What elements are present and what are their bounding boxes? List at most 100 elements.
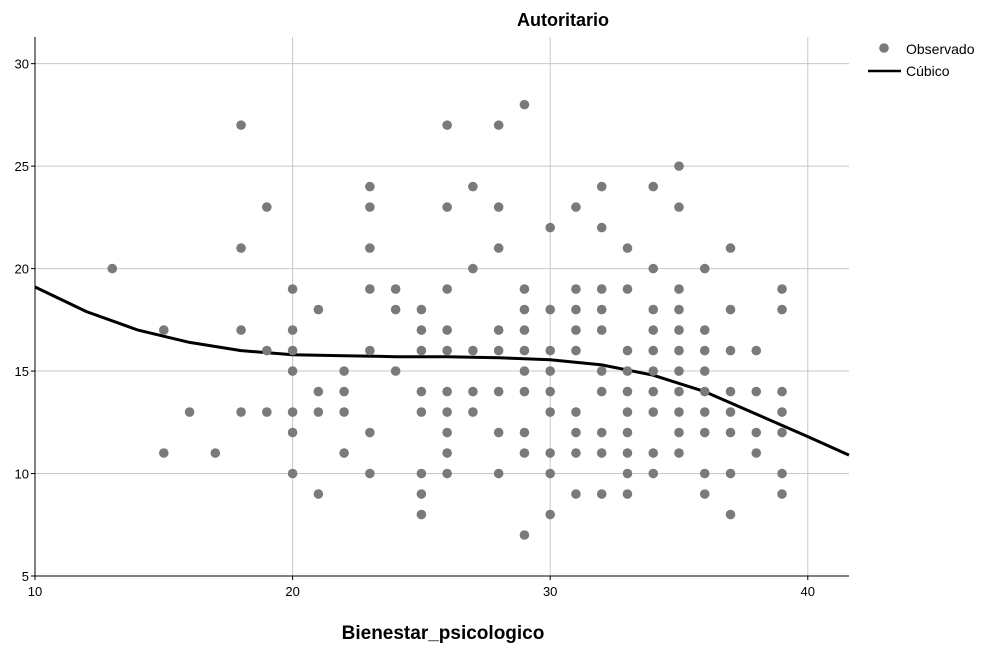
data-point (442, 427, 452, 438)
data-point (365, 468, 375, 479)
data-point (751, 427, 762, 438)
y-tick-label: 20 (15, 262, 29, 277)
fit-line-layer (34, 285, 850, 457)
legend-cubico-label: Cúbico (906, 63, 950, 79)
data-point (493, 468, 504, 479)
data-point (725, 427, 736, 438)
data-point (365, 181, 375, 192)
data-point (287, 366, 298, 376)
y-tick-label: 25 (15, 159, 29, 174)
data-point (442, 202, 452, 212)
data-point (777, 407, 787, 417)
data-point (596, 181, 607, 192)
data-point (571, 407, 581, 417)
chart-title: Autoritario (517, 10, 609, 30)
data-point (262, 345, 272, 356)
data-point (571, 448, 581, 458)
data-point (158, 448, 169, 458)
data-point (468, 181, 478, 192)
data-point (674, 427, 684, 438)
data-point (545, 366, 555, 376)
data-point (622, 386, 633, 397)
legend-observado-label: Observado (906, 41, 975, 57)
data-point (648, 468, 659, 479)
data-point (313, 407, 324, 417)
data-point (519, 530, 530, 540)
data-point (674, 202, 684, 212)
data-point (365, 427, 375, 438)
data-point (622, 489, 633, 499)
data-point (622, 366, 633, 376)
data-point (674, 386, 684, 397)
data-point (674, 304, 684, 315)
y-tick-label: 10 (15, 467, 29, 482)
data-point (184, 407, 195, 417)
data-point (699, 345, 710, 356)
data-point (674, 448, 684, 458)
data-point (622, 448, 633, 458)
grid-lines (35, 37, 849, 576)
x-tick-label: 20 (285, 584, 299, 599)
data-point (648, 345, 659, 356)
legend: Observado Cúbico (868, 41, 975, 79)
data-point (699, 407, 710, 417)
data-point (725, 243, 736, 253)
data-point (545, 468, 555, 479)
x-tick-label: 40 (801, 584, 815, 599)
data-point (596, 448, 607, 458)
scatter-points (107, 99, 787, 540)
data-point (416, 407, 427, 417)
axes (31, 37, 849, 580)
data-point (210, 448, 221, 458)
data-point (648, 304, 659, 315)
legend-observado-marker (879, 43, 889, 53)
data-point (596, 366, 607, 376)
x-tick-label: 30 (543, 584, 557, 599)
data-point (648, 407, 659, 417)
data-point (725, 304, 736, 315)
data-point (545, 222, 555, 233)
data-point (725, 468, 736, 479)
data-point (493, 427, 504, 438)
data-point (699, 366, 710, 376)
data-point (751, 448, 762, 458)
data-point (699, 427, 710, 438)
data-point (648, 263, 659, 274)
data-point (442, 407, 452, 417)
data-point (493, 386, 504, 397)
data-point (416, 386, 427, 397)
data-point (699, 489, 710, 499)
x-tick-label: 10 (28, 584, 42, 599)
data-point (777, 284, 787, 294)
data-point (416, 509, 427, 520)
data-point (519, 304, 530, 315)
data-point (622, 243, 633, 253)
data-point (545, 386, 555, 397)
data-point (287, 284, 298, 294)
data-point (596, 222, 607, 233)
data-point (442, 120, 452, 130)
data-point (468, 407, 478, 417)
data-point (339, 386, 349, 397)
data-point (416, 345, 427, 356)
data-point (648, 181, 659, 192)
data-point (339, 407, 349, 417)
data-point (622, 427, 633, 438)
data-point (596, 489, 607, 499)
data-point (390, 284, 401, 294)
data-point (674, 161, 684, 171)
data-point (416, 489, 427, 499)
data-point (365, 284, 375, 294)
data-point (571, 489, 581, 499)
data-point (545, 407, 555, 417)
data-point (699, 386, 710, 397)
data-point (236, 243, 246, 253)
y-tick-label: 30 (15, 57, 29, 72)
data-point (416, 304, 427, 315)
data-point (699, 325, 710, 335)
data-point (287, 468, 298, 479)
data-point (519, 427, 530, 438)
data-point (545, 345, 555, 356)
data-point (365, 345, 375, 356)
